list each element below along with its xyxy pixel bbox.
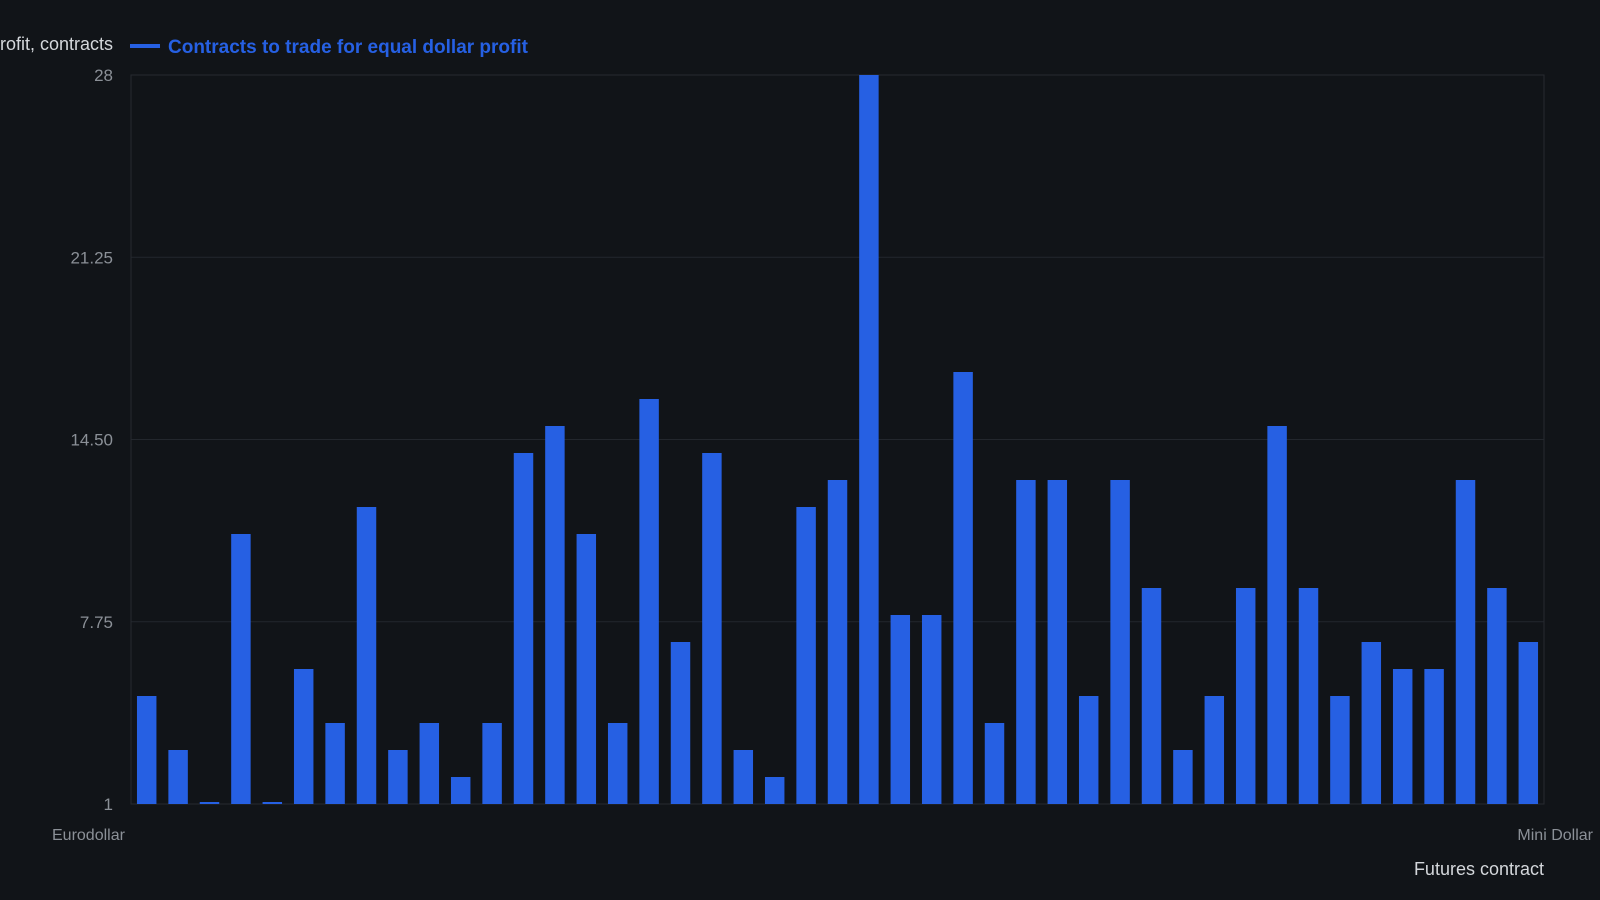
bar	[1235, 588, 1256, 804]
x-tick-label-first: Eurodollar	[52, 827, 126, 844]
bar	[733, 750, 754, 804]
bar	[702, 453, 722, 804]
bar	[168, 750, 188, 804]
bar	[1173, 750, 1193, 804]
bar	[1267, 426, 1287, 804]
bar	[1487, 588, 1507, 804]
y-tick-label: 14.50	[70, 431, 113, 450]
bar	[1361, 642, 1382, 804]
bar	[827, 480, 848, 804]
bar	[356, 507, 377, 804]
bar	[1392, 669, 1413, 804]
bar	[136, 696, 157, 804]
bar	[388, 750, 408, 804]
bar	[984, 723, 1005, 804]
bar	[545, 426, 565, 804]
bar	[325, 723, 345, 804]
bar	[1204, 696, 1225, 804]
bar	[1078, 696, 1099, 804]
x-axis-title: Futures contract	[1414, 859, 1544, 879]
bar	[639, 399, 659, 804]
bar	[1047, 480, 1068, 804]
bar	[1141, 588, 1162, 804]
bar	[262, 802, 283, 804]
bar	[450, 777, 471, 804]
bar	[293, 669, 314, 804]
bar	[796, 507, 816, 804]
x-axis: Eurodollar Mini Dollar	[52, 827, 1594, 844]
bar	[1110, 480, 1130, 804]
bar	[890, 615, 911, 804]
legend: Contracts to trade for equal dollar prof…	[130, 37, 529, 58]
bar	[576, 534, 597, 804]
bar	[513, 453, 534, 804]
y-axis: 1 7.75 14.50 21.25 28	[70, 66, 113, 814]
bar	[1298, 588, 1319, 804]
bar	[419, 723, 440, 804]
bar-series	[136, 75, 1539, 804]
bar	[482, 723, 502, 804]
bar	[921, 615, 942, 804]
bar	[859, 75, 879, 804]
y-tick-label: 21.25	[70, 248, 113, 267]
bar	[1518, 642, 1539, 804]
bar	[1455, 480, 1476, 804]
bar	[764, 777, 785, 804]
bar	[607, 723, 628, 804]
bar	[1424, 669, 1444, 804]
bar	[231, 534, 251, 804]
y-tick-label: 1	[104, 795, 113, 814]
y-tick-label: 7.75	[80, 613, 113, 632]
y-tick-label: 28	[94, 66, 113, 85]
bar	[1016, 480, 1036, 804]
bar	[953, 372, 973, 804]
y-axis-title: Contracts to trade for equal dollar prof…	[0, 34, 113, 54]
bar	[670, 642, 691, 804]
legend-label: Contracts to trade for equal dollar prof…	[168, 37, 529, 58]
bar	[199, 802, 220, 804]
bar	[1330, 696, 1350, 804]
x-tick-label-last: Mini Dollar	[1517, 827, 1593, 844]
